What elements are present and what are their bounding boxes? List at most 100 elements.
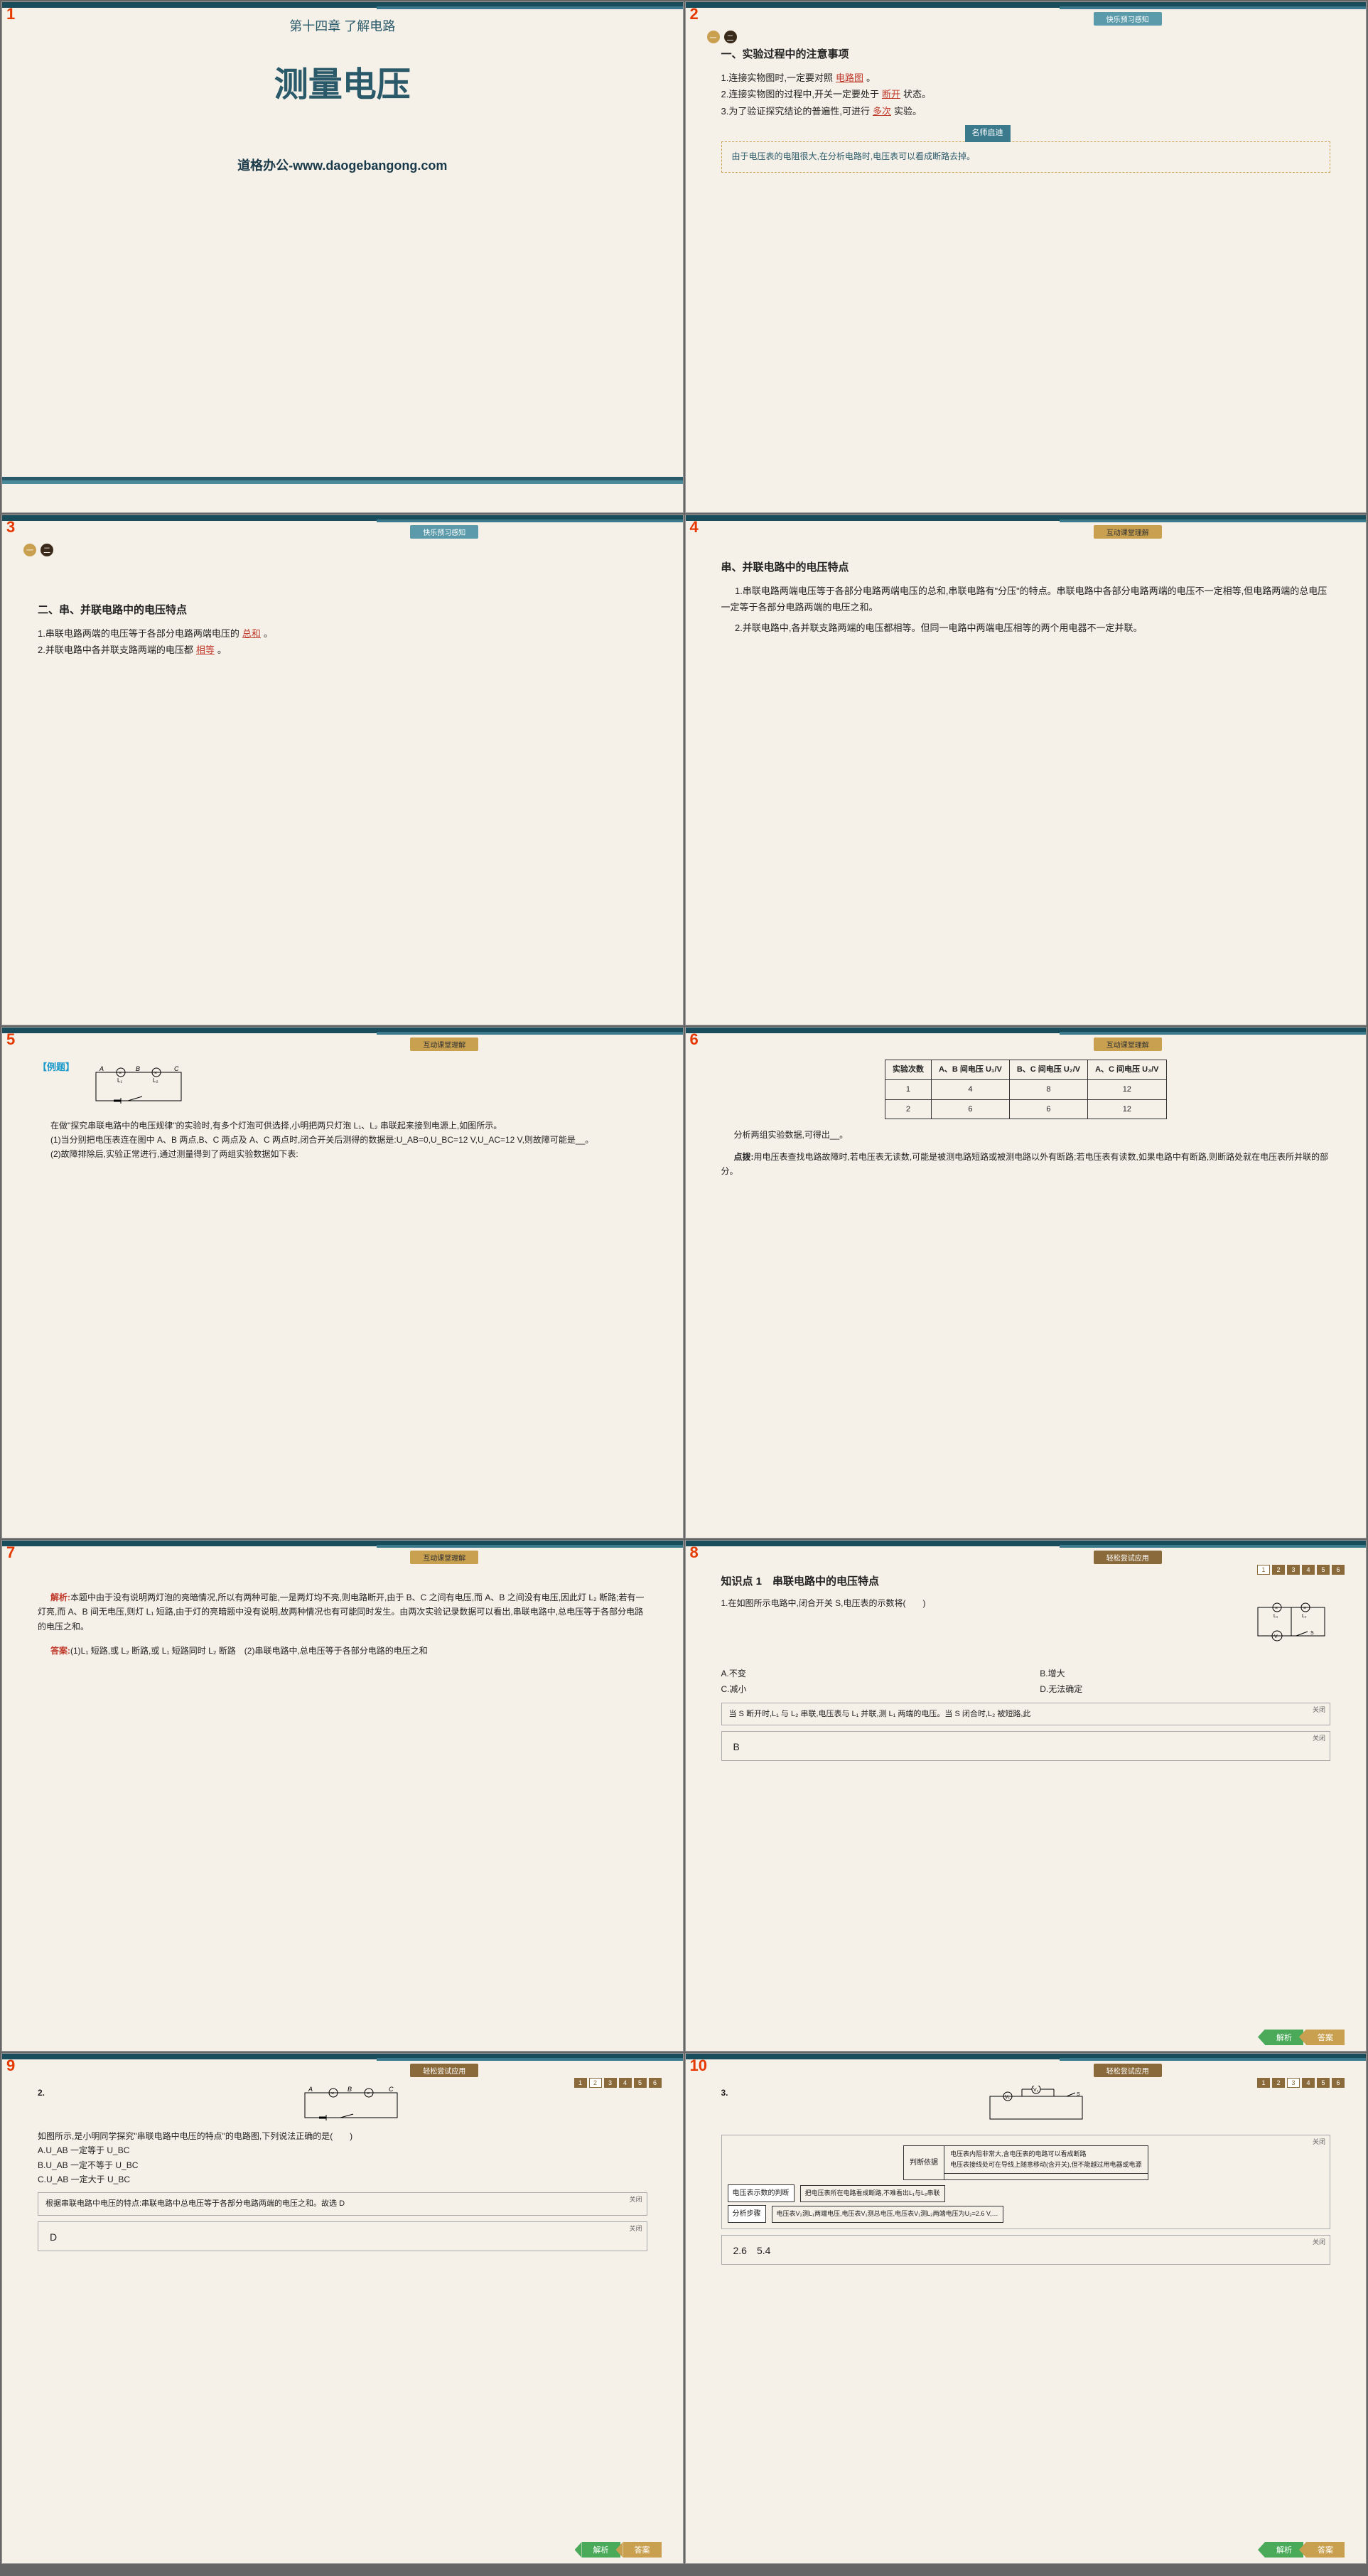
top-bar: [2, 1028, 683, 1033]
svg-text:×: ×: [1275, 1606, 1278, 1611]
flow-box: 关闭 判断依据 电压表内阻非常大,含电压表的电路可以看成断路 电压表接线处可在导…: [721, 2135, 1331, 2230]
answer-box: 关闭 B: [721, 1731, 1331, 1761]
pagenum-2[interactable]: 2: [589, 2078, 602, 2088]
svg-text:C: C: [389, 2086, 394, 2093]
close-label[interactable]: 关闭: [1313, 2137, 1325, 2147]
bottom-buttons: 解析 答案: [582, 2542, 662, 2558]
close-label[interactable]: 关闭: [1313, 1733, 1325, 1744]
data-table: 实验次数 A、B 间电压 U₁/V B、C 间电压 U₂/V A、C 间电压 U…: [885, 1060, 1167, 1119]
slide-number: 9: [6, 2057, 15, 2075]
top-bar: [2, 1541, 683, 1546]
tab-interactive: 互动课堂理解: [1094, 525, 1162, 539]
pagenum-5[interactable]: 5: [634, 2078, 647, 2088]
pagenum-3[interactable]: 3: [1287, 1565, 1300, 1575]
pagenum-1[interactable]: 1: [1257, 2078, 1270, 2088]
close-label[interactable]: 关闭: [629, 2194, 642, 2205]
slide-number: 8: [690, 1543, 699, 1562]
line-3: 3.为了验证探究结论的普遍性,可进行多次实验。: [721, 103, 1331, 119]
top-bar: [686, 515, 1367, 521]
circle-1[interactable]: 一: [707, 31, 720, 43]
top-bar: [2, 2, 683, 8]
slide-9: 9 轻松尝试应用 1 2 3 4 5 6 2. × × A B C: [1, 2053, 684, 2565]
explain-box: 关闭 当 S 断开时,L₁ 与 L₂ 串联,电压表与 L₁ 并联,测 L₁ 两端…: [721, 1703, 1331, 1726]
svg-text:L₂: L₂: [1302, 1614, 1307, 1619]
opt-c: C.U_AB 一定大于 U_BC: [38, 2172, 647, 2187]
circle-2[interactable]: 二: [724, 31, 737, 43]
svg-text:B: B: [136, 1065, 140, 1072]
answer-button[interactable]: 答案: [623, 2542, 662, 2558]
analysis-button[interactable]: 解析: [582, 2542, 620, 2558]
tab-practice: 轻松尝试应用: [1094, 2064, 1162, 2077]
teacher-tag: 名师启迪: [965, 125, 1011, 142]
flow-body-2: 把电压表所在电路看成断路,不难看出L₁与L₂串联: [800, 2185, 945, 2202]
opt-b: B.U_AB 一定不等于 U_BC: [38, 2158, 647, 2172]
top-bar: [686, 2054, 1367, 2059]
section-heading: 串、并联电路中的电压特点: [721, 558, 1331, 577]
circle-2[interactable]: 二: [41, 544, 53, 556]
para-3: (2)故障排除后,实验正常进行,通过测量得到了两组实验数据如下表:: [38, 1147, 647, 1161]
svg-text:A: A: [308, 2086, 313, 2093]
credit-text: 道格办公-www.daogebangong.com: [2, 156, 683, 174]
chapter-title: 第十四章 了解电路: [2, 16, 683, 35]
slide-number: 3: [6, 518, 15, 537]
line-1: 1.连接实物图时,一定要对照电路图。: [721, 70, 1331, 86]
opt-b: B.增大: [1040, 1666, 1330, 1681]
close-label[interactable]: 关闭: [1313, 1705, 1325, 1715]
tab-practice: 轻松尝试应用: [410, 2064, 478, 2077]
decor-stripe: [2, 477, 683, 484]
bottom-buttons: 解析 答案: [1265, 2542, 1345, 2558]
pagenum-4[interactable]: 4: [1302, 2078, 1315, 2088]
close-label[interactable]: 关闭: [629, 2224, 642, 2234]
answer-button[interactable]: 答案: [1306, 2542, 1345, 2558]
tab-interactive: 互动课堂理解: [410, 1551, 478, 1564]
pagenum-2[interactable]: 2: [1272, 2078, 1285, 2088]
svg-text:×: ×: [1303, 1606, 1306, 1611]
answer-letter: B: [729, 1739, 1323, 1756]
slide-number: 1: [6, 5, 15, 23]
answer-button[interactable]: 答案: [1306, 2030, 1345, 2045]
question-number: 3.: [721, 2086, 728, 2129]
slide-6: 6 互动课堂理解 实验次数 A、B 间电压 U₁/V B、C 间电压 U₂/V …: [685, 1027, 1367, 1538]
analysis-button[interactable]: 解析: [1265, 2542, 1303, 2558]
flow-label-3: 分析步骤: [728, 2205, 766, 2223]
page-nums: 1 2 3 4 5 6: [1257, 2078, 1345, 2088]
circuit-diagram: V₁ V₂ S: [983, 2086, 1089, 2129]
pagenum-5[interactable]: 5: [1317, 1565, 1330, 1575]
pagenum-4[interactable]: 4: [1302, 1565, 1315, 1575]
pagenum-2[interactable]: 2: [1272, 1565, 1285, 1575]
pagenum-6[interactable]: 6: [649, 2078, 662, 2088]
slide-8: 8 轻松尝试应用 1 2 3 4 5 6 知识点 1 串联电路中的电压特点 1.…: [685, 1540, 1367, 2052]
slide-3: 3 快乐预习感知 一 二 二、串、并联电路中的电压特点 1.串联电路两端的电压等…: [1, 514, 684, 1026]
pagenum-1[interactable]: 1: [1257, 1565, 1270, 1575]
svg-text:V: V: [1274, 1634, 1278, 1639]
question-text: 1.在如图所示电路中,闭合开关 S,电压表的示数将( ): [721, 1596, 1243, 1610]
svg-text:×: ×: [119, 1071, 122, 1076]
pagenum-6[interactable]: 6: [1332, 2078, 1345, 2088]
nav-circles: 一 二: [23, 544, 53, 556]
options: A.不变 B.增大 C.减小 D.无法确定: [721, 1666, 1331, 1697]
para-1: 分析两组实验数据,可得出__。: [721, 1128, 1331, 1142]
answer-box: 关闭 2.6 5.4: [721, 2235, 1331, 2265]
svg-text:L₁: L₁: [117, 1077, 122, 1084]
svg-text:A: A: [99, 1065, 104, 1072]
question-text: 如图所示,是小明同学探究"串联电路中电压的特点"的电路图,下列说法正确的是( ): [38, 2129, 647, 2143]
pagenum-6[interactable]: 6: [1332, 1565, 1345, 1575]
svg-text:S: S: [1077, 2092, 1080, 2097]
pagenum-3[interactable]: 3: [1287, 2078, 1300, 2088]
top-bar: [686, 1028, 1367, 1033]
analysis-block: 解析:本题中由于没有说明两灯泡的亮暗情况,所以有两种可能,一是两灯均不亮,则电路…: [38, 1590, 647, 1634]
tab-review: 快乐预习感知: [410, 525, 478, 539]
pagenum-3[interactable]: 3: [604, 2078, 617, 2088]
tab-interactive: 互动课堂理解: [1094, 1038, 1162, 1051]
explain-box: 关闭 根据串联电路中电压的特点:串联电路中总电压等于各部分电路两端的电压之和。故…: [38, 2192, 647, 2216]
pagenum-4[interactable]: 4: [619, 2078, 632, 2088]
close-label[interactable]: 关闭: [1313, 2237, 1325, 2248]
teacher-tip: 名师启迪 由于电压表的电阻很大,在分析电路时,电压表可以看成断路去掉。: [721, 124, 1331, 172]
opt-c: C.减小: [721, 1682, 1012, 1696]
circle-1[interactable]: 一: [23, 544, 36, 556]
example-label: 【例题】: [38, 1060, 75, 1075]
pagenum-5[interactable]: 5: [1317, 2078, 1330, 2088]
svg-text:×: ×: [154, 1071, 157, 1076]
pagenum-1[interactable]: 1: [574, 2078, 587, 2088]
analysis-button[interactable]: 解析: [1265, 2030, 1303, 2045]
